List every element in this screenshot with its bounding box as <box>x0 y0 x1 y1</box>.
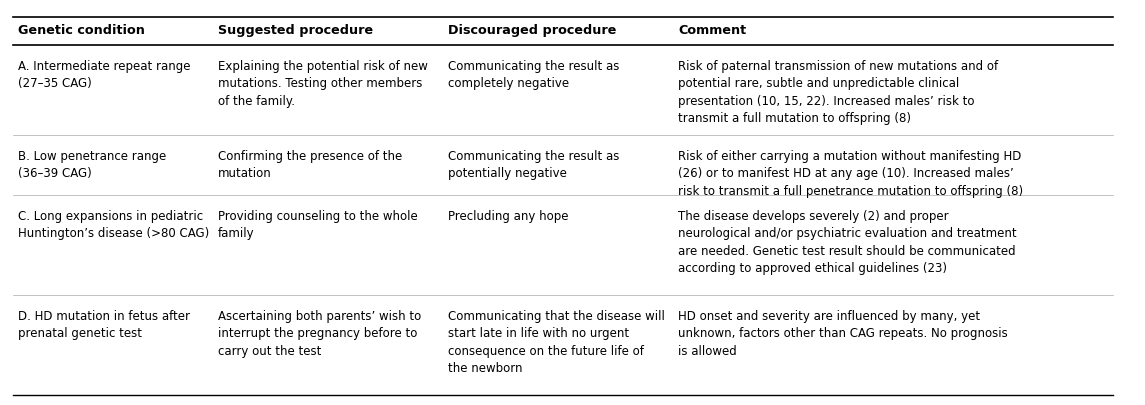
Text: HD onset and severity are influenced by many, yet
unknown, factors other than CA: HD onset and severity are influenced by … <box>678 309 1008 357</box>
Text: D. HD mutation in fetus after
prenatal genetic test: D. HD mutation in fetus after prenatal g… <box>18 309 190 340</box>
Text: Confirming the presence of the
mutation: Confirming the presence of the mutation <box>218 149 402 180</box>
Text: Risk of paternal transmission of new mutations and of
potential rare, subtle and: Risk of paternal transmission of new mut… <box>678 60 998 125</box>
Text: Explaining the potential risk of new
mutations. Testing other members
of the fam: Explaining the potential risk of new mut… <box>218 60 428 108</box>
Text: Genetic condition: Genetic condition <box>18 24 145 37</box>
Text: Communicating the result as
potentially negative: Communicating the result as potentially … <box>448 149 619 180</box>
Text: Providing counseling to the whole
family: Providing counseling to the whole family <box>218 209 418 240</box>
Text: Suggested procedure: Suggested procedure <box>218 24 373 37</box>
Text: Comment: Comment <box>678 24 747 37</box>
Text: B. Low penetrance range
(36–39 CAG): B. Low penetrance range (36–39 CAG) <box>18 149 166 180</box>
Text: Risk of either carrying a mutation without manifesting HD
(26) or to manifest HD: Risk of either carrying a mutation witho… <box>678 149 1024 198</box>
Text: The disease develops severely (2) and proper
neurological and/or psychiatric eva: The disease develops severely (2) and pr… <box>678 209 1017 275</box>
Text: Communicating the result as
completely negative: Communicating the result as completely n… <box>448 60 619 90</box>
Text: Ascertaining both parents’ wish to
interrupt the pregnancy before to
carry out t: Ascertaining both parents’ wish to inter… <box>218 309 421 357</box>
Text: Communicating that the disease will
start late in life with no urgent
consequenc: Communicating that the disease will star… <box>448 309 665 375</box>
Text: Discouraged procedure: Discouraged procedure <box>448 24 616 37</box>
Text: Precluding any hope: Precluding any hope <box>448 209 569 222</box>
Text: A. Intermediate repeat range
(27–35 CAG): A. Intermediate repeat range (27–35 CAG) <box>18 60 190 90</box>
Text: C. Long expansions in pediatric
Huntington’s disease (>80 CAG): C. Long expansions in pediatric Huntingt… <box>18 209 210 240</box>
